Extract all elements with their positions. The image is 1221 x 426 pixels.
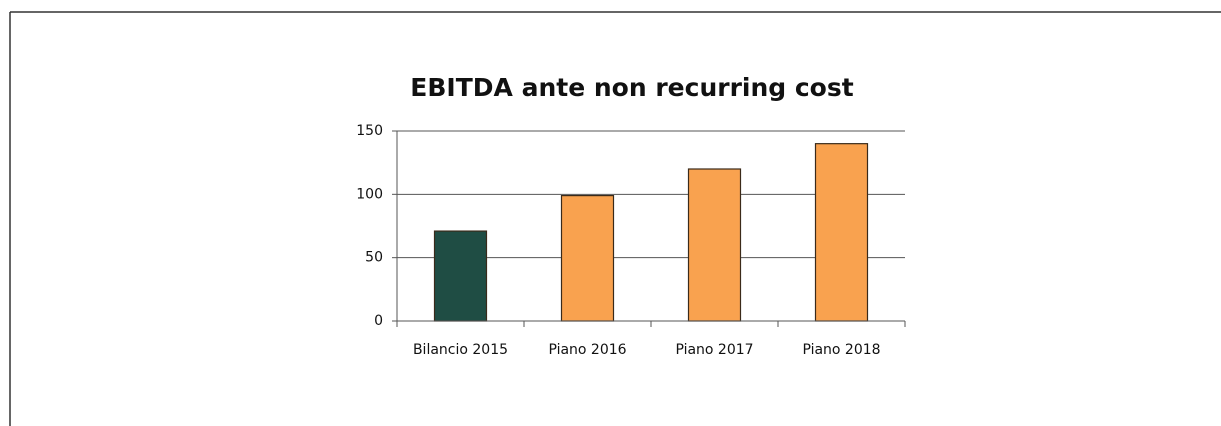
x-tick-label: Bilancio 2015 <box>413 342 508 358</box>
y-tick-label: 50 <box>365 250 383 266</box>
x-tick-label: Piano 2016 <box>548 342 626 358</box>
y-tick-label: 100 <box>356 186 383 202</box>
bar <box>687 168 742 322</box>
x-tick-label: Piano 2017 <box>675 342 753 358</box>
bar <box>560 195 615 322</box>
x-tick-label: Piano 2018 <box>802 342 880 358</box>
bar <box>814 143 869 322</box>
y-tick-label: 0 <box>374 313 383 329</box>
y-tick-label: 150 <box>356 123 383 139</box>
chart-title: EBITDA ante non recurring cost <box>410 73 853 102</box>
bar <box>433 230 488 322</box>
